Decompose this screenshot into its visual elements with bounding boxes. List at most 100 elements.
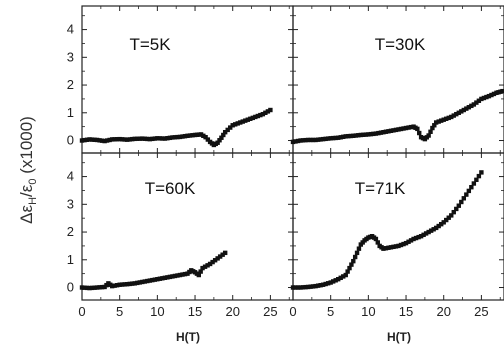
- data-point: [298, 138, 303, 143]
- data-point: [127, 281, 132, 287]
- data-point: [152, 136, 158, 141]
- data-point: [461, 107, 467, 113]
- data-point: [253, 114, 258, 120]
- data-point: [381, 129, 386, 135]
- data-point: [290, 139, 296, 145]
- data-point: [258, 112, 263, 118]
- data-point: [94, 285, 100, 290]
- data-point: [109, 283, 115, 289]
- data-point: [140, 136, 145, 141]
- x-tick-label: 5: [116, 304, 123, 319]
- data-point: [439, 118, 444, 123]
- data-point: [109, 137, 115, 142]
- data-point: [352, 254, 358, 260]
- data-point: [180, 272, 185, 277]
- data-point: [479, 170, 484, 175]
- panel-bottom-right: 0 5 10 15 20 25: [289, 152, 504, 319]
- data-point: [117, 136, 122, 142]
- data-point: [456, 203, 461, 208]
- data-point: [84, 137, 90, 142]
- data-point: [265, 109, 271, 114]
- data-point: [315, 283, 321, 288]
- data-point: [201, 133, 206, 139]
- data-point: [343, 134, 348, 139]
- panel-title-0: T=5K: [129, 35, 171, 54]
- data-point: [441, 220, 446, 225]
- data-point: [177, 134, 183, 140]
- y-label-sub2: 0: [27, 179, 39, 185]
- data-point: [444, 217, 449, 223]
- data-point: [207, 261, 213, 267]
- data-point: [433, 120, 439, 125]
- data-point: [426, 229, 431, 235]
- data-point: [361, 132, 366, 137]
- panel-top-left: 0 1 2 3 4: [67, 5, 294, 154]
- panel-frame: [292, 152, 504, 301]
- data-point: [150, 136, 155, 142]
- data-point: [500, 88, 504, 94]
- data-point: [152, 277, 158, 282]
- panel-frame: [81, 5, 294, 154]
- data-point: [160, 276, 165, 281]
- data-point: [456, 110, 461, 115]
- data-point: [341, 274, 346, 279]
- data-point: [454, 206, 459, 212]
- data-point: [290, 285, 296, 290]
- y-tick-label: 0: [67, 280, 74, 295]
- data-point: [165, 136, 170, 141]
- data-point: [328, 136, 333, 141]
- y-label-sub1: H: [27, 197, 39, 205]
- data-point: [167, 135, 173, 141]
- x-tick-label: 0: [289, 304, 296, 319]
- data-point: [89, 137, 95, 142]
- data-point: [474, 100, 479, 105]
- data-point: [373, 236, 379, 242]
- data-point: [119, 282, 125, 287]
- x-tick-label: 0: [78, 304, 85, 319]
- data-point: [268, 107, 273, 113]
- data-point: [190, 133, 195, 138]
- data-point: [469, 185, 474, 190]
- x-tick-label: 10: [150, 304, 164, 319]
- data-point: [459, 109, 464, 114]
- data-point: [333, 278, 338, 283]
- data-point: [187, 133, 193, 138]
- data-point: [137, 280, 142, 285]
- y-label-tail: (x1000): [17, 116, 36, 178]
- y-tick-label: 2: [67, 224, 74, 239]
- data-point: [295, 138, 301, 144]
- data-point: [426, 133, 431, 138]
- data-point: [459, 199, 464, 205]
- data-point: [142, 279, 147, 284]
- data-point: [155, 276, 160, 282]
- data-point: [157, 136, 163, 141]
- data-point: [383, 246, 389, 251]
- data-point: [393, 127, 399, 133]
- y-label-main: Δε: [17, 204, 36, 223]
- x-tick-label: 5: [327, 304, 334, 319]
- data-point: [196, 272, 202, 278]
- data-point: [323, 136, 328, 142]
- data-point: [225, 127, 230, 133]
- data-point: [431, 227, 436, 232]
- data-point: [388, 128, 394, 134]
- data-point: [328, 280, 333, 285]
- data-point: [449, 213, 454, 218]
- data-point: [444, 116, 449, 121]
- data-point: [356, 133, 361, 138]
- data-point: [471, 181, 477, 186]
- data-point: [320, 136, 326, 142]
- data-point: [449, 114, 454, 120]
- panel-frame: [81, 152, 294, 301]
- data-point: [140, 279, 145, 285]
- data-point: [345, 269, 350, 274]
- data-point: [303, 284, 308, 290]
- data-point: [182, 271, 188, 277]
- data-point: [353, 133, 358, 138]
- data-point: [375, 240, 380, 245]
- data-point: [373, 131, 379, 136]
- data-point: [130, 136, 135, 142]
- data-point: [303, 137, 308, 143]
- data-point: [436, 119, 441, 124]
- data-point: [127, 137, 132, 142]
